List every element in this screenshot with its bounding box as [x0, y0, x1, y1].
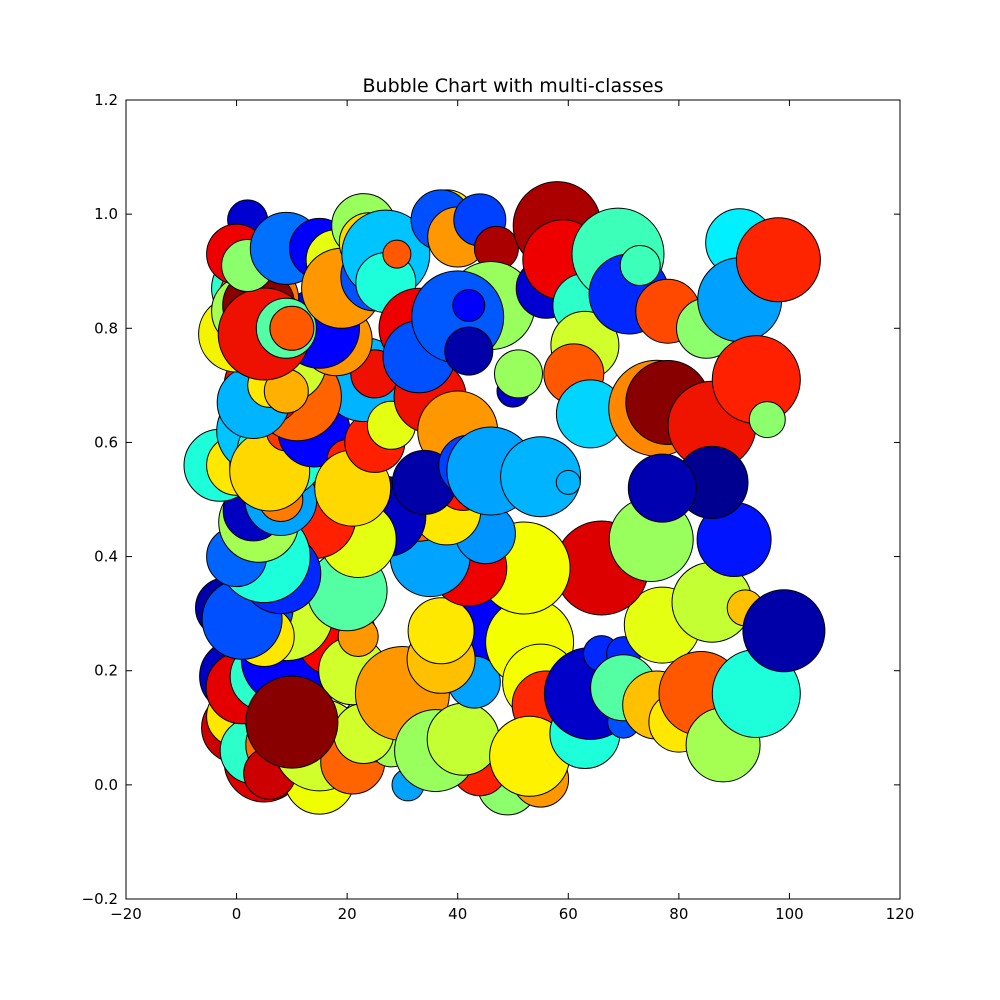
bubble-point-57 [742, 589, 826, 673]
bubble-point-139 [444, 326, 494, 376]
chart-title: Bubble Chart with multi-classes [363, 75, 664, 97]
bubble-point-151 [619, 245, 661, 286]
y-tick-label: 0.8 [94, 319, 118, 337]
y-tick-label: 0.6 [94, 433, 118, 451]
y-tick-label: −0.2 [82, 890, 118, 908]
bubble-point-115 [269, 305, 315, 351]
y-tick-label: 0.0 [94, 776, 118, 794]
x-tick-label: 40 [448, 905, 467, 923]
bubble-point-128 [382, 239, 412, 269]
y-tick-label: 0.4 [94, 548, 118, 566]
bubble-point-32 [245, 675, 339, 769]
x-tick-label: −20 [110, 905, 142, 923]
x-tick-label: 120 [886, 905, 915, 923]
bubble-point-157 [627, 453, 697, 523]
x-tick-label: 20 [338, 905, 357, 923]
axis-ticks: −20 0 20 40 60 80 100 120 −0.2 0.0 0.2 0.4 0.6 0.8 1.0… [82, 91, 915, 923]
bubble-point-26 [426, 702, 500, 776]
y-tick-label: 1.2 [94, 91, 118, 109]
bubble-point-98 [500, 436, 582, 518]
plot-frame [125, 99, 901, 900]
y-tick-label: 0.2 [94, 662, 118, 680]
bubble-point-30 [407, 597, 475, 665]
bubble-point-163 [748, 401, 786, 439]
x-tick-label: 100 [775, 905, 804, 923]
bubble-point-161 [735, 217, 821, 303]
bubble-point-141 [494, 349, 543, 399]
y-tick-label: 1.0 [94, 205, 118, 223]
bubble-series [183, 181, 826, 816]
bubble-point-138 [452, 289, 486, 322]
x-tick-label: 80 [669, 905, 688, 923]
x-tick-label: 60 [559, 905, 578, 923]
bubble-point-99 [555, 469, 581, 495]
x-tick-label: 0 [232, 905, 242, 923]
